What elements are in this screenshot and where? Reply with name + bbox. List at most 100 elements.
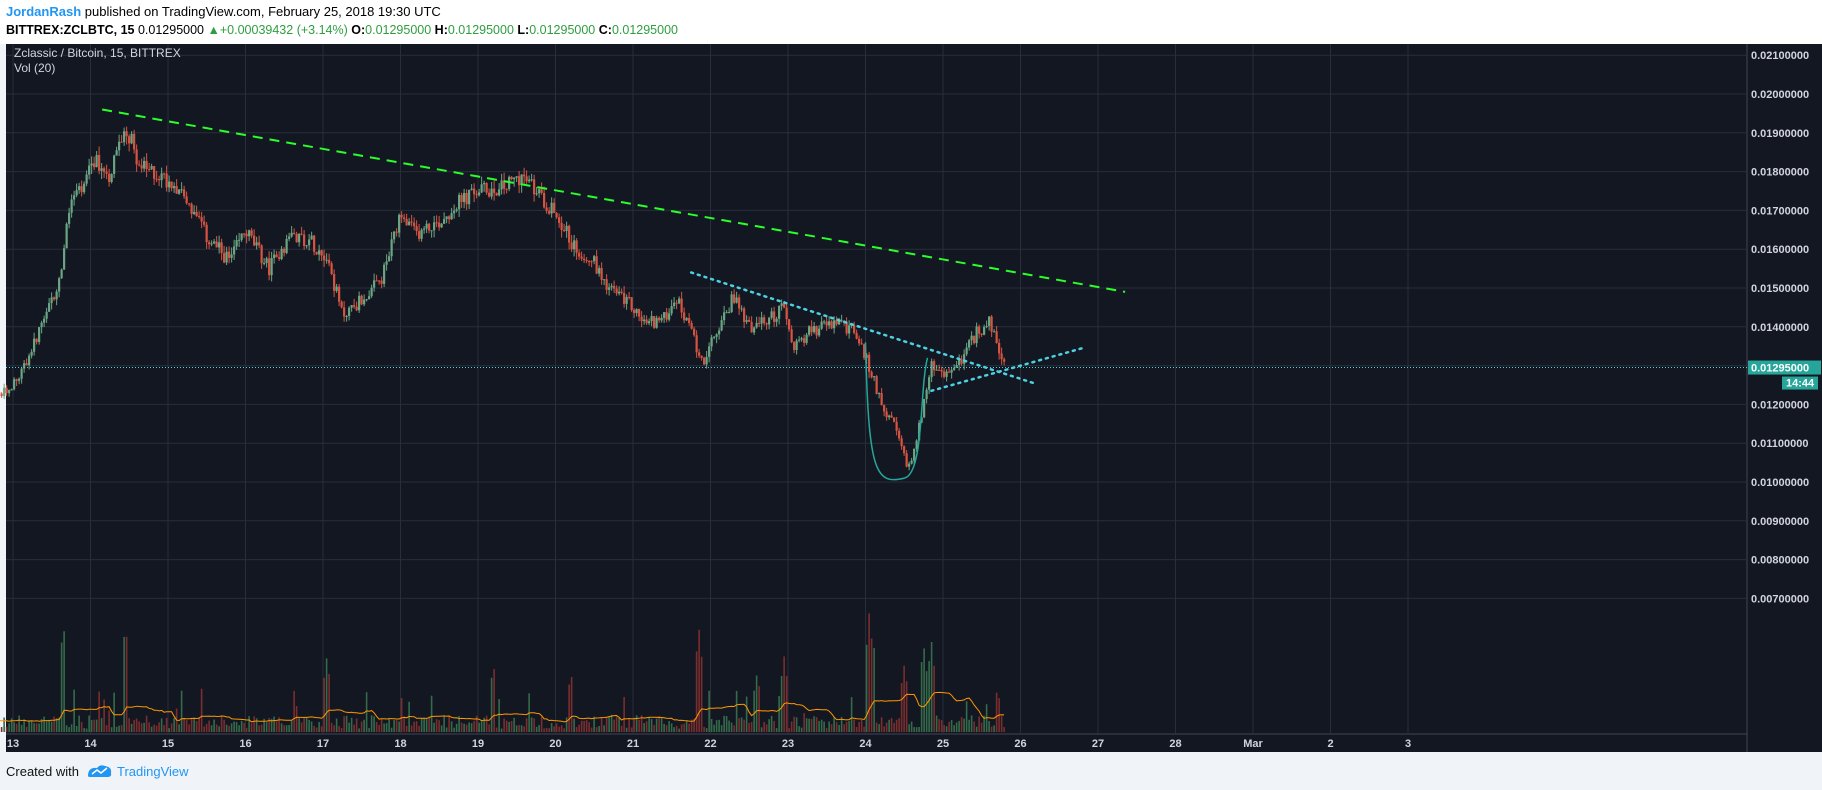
candle-body	[305, 245, 308, 247]
candle-body	[215, 241, 218, 248]
candle-body	[8, 389, 11, 394]
candle-body	[580, 256, 583, 259]
candle-body	[438, 222, 441, 228]
candle-body	[578, 252, 581, 257]
price-axis[interactable]	[1747, 44, 1822, 752]
candle-body	[765, 323, 768, 325]
price-chart[interactable]: 0.02100000 0.02000000 0.01900000 0.01800000…	[0, 44, 1822, 752]
trendline-upper-dotted[interactable]	[689, 271, 1038, 386]
candle-body	[785, 307, 788, 320]
candle-body	[598, 268, 601, 274]
candle-body	[593, 256, 596, 262]
candle-body	[115, 150, 118, 156]
candle-body	[738, 297, 741, 309]
candle-body	[300, 233, 303, 235]
candle-body	[43, 318, 46, 323]
candle-body	[533, 179, 536, 195]
candle-body	[818, 328, 821, 336]
candle-body	[110, 173, 113, 182]
candle-body	[655, 317, 658, 328]
candle-body	[605, 279, 608, 290]
candle-body	[633, 310, 636, 314]
timer-badge-text: 14:44	[1786, 378, 1815, 390]
tradingview-logo-icon[interactable]	[86, 762, 114, 780]
candle-body	[555, 212, 558, 218]
candle-body	[210, 243, 213, 245]
candle-body	[380, 280, 383, 284]
candle-body	[653, 316, 656, 328]
candle-body	[118, 141, 121, 151]
candle-body	[375, 280, 378, 282]
candle-body	[898, 430, 901, 439]
candle-body	[398, 214, 401, 233]
candle-body	[245, 233, 248, 237]
candle-body	[990, 316, 993, 332]
candle-body	[55, 291, 58, 300]
candle-body	[943, 371, 946, 377]
candle-body	[953, 367, 956, 370]
candle-body	[383, 264, 386, 284]
candle-body	[385, 261, 388, 265]
candle-body	[413, 222, 416, 227]
candle-body	[840, 320, 843, 322]
trendline-lower-dotted[interactable]	[930, 346, 1084, 393]
candle-body	[645, 319, 648, 324]
candle-body	[710, 337, 713, 347]
candle-body	[120, 141, 123, 143]
x-tick-label: 26	[1014, 738, 1026, 750]
candle-body	[435, 222, 438, 224]
candle-body	[153, 166, 156, 179]
candle-body	[748, 320, 751, 322]
candle-body	[373, 280, 376, 288]
price-badge-text: 0.01295000	[1751, 363, 1809, 375]
trendline-descending[interactable]	[101, 108, 1126, 293]
candle-body	[835, 320, 838, 325]
candle-body	[240, 233, 243, 240]
candle-body	[318, 250, 321, 255]
candle-body	[100, 168, 103, 171]
candle-body	[708, 346, 711, 357]
candle-body	[790, 329, 793, 343]
candle-body	[695, 335, 698, 353]
candle-body	[858, 338, 861, 344]
y-tick-label: 0.01000000	[1751, 477, 1809, 489]
candle-body	[310, 235, 313, 240]
candle-body	[910, 460, 913, 464]
candle-body	[113, 155, 116, 174]
x-tick-label: 22	[704, 738, 716, 750]
candle-body	[353, 305, 356, 307]
candle-body	[105, 171, 108, 174]
candle-body	[983, 327, 986, 335]
chart-title: Zclassic / Bitcoin, 15, BITTREX	[14, 46, 181, 60]
candle-body	[903, 446, 906, 454]
candle-body	[980, 333, 983, 335]
candle-body	[575, 240, 578, 253]
candle-body	[430, 230, 433, 232]
price-change: +0.00039432 (+3.14%)	[219, 23, 348, 37]
candle-body	[60, 269, 63, 279]
candle-body	[923, 399, 926, 418]
candle-body	[820, 321, 823, 329]
footer: Created with TradingView	[0, 752, 1822, 790]
y-tick-label: 0.00800000	[1751, 555, 1809, 567]
candle-body	[220, 242, 223, 253]
candle-body	[20, 368, 23, 379]
candle-body	[388, 256, 391, 262]
candle-body	[78, 186, 81, 191]
candle-body	[520, 174, 523, 186]
author-link[interactable]: JordanRash	[6, 4, 82, 19]
cup-arc[interactable]	[864, 342, 929, 481]
tradingview-link[interactable]: TradingView	[117, 764, 189, 779]
candle-body	[515, 176, 518, 178]
time-axis[interactable]	[6, 734, 1747, 752]
candle-body	[238, 239, 241, 241]
candle-body	[813, 326, 816, 333]
candle-body	[773, 311, 776, 322]
x-tick-label: 3	[1405, 738, 1411, 750]
candle-body	[368, 296, 371, 300]
candle-body	[483, 183, 486, 185]
candle-body	[433, 222, 436, 231]
candle-body	[808, 326, 811, 335]
candle-body	[320, 250, 323, 256]
candle-body	[735, 297, 738, 303]
